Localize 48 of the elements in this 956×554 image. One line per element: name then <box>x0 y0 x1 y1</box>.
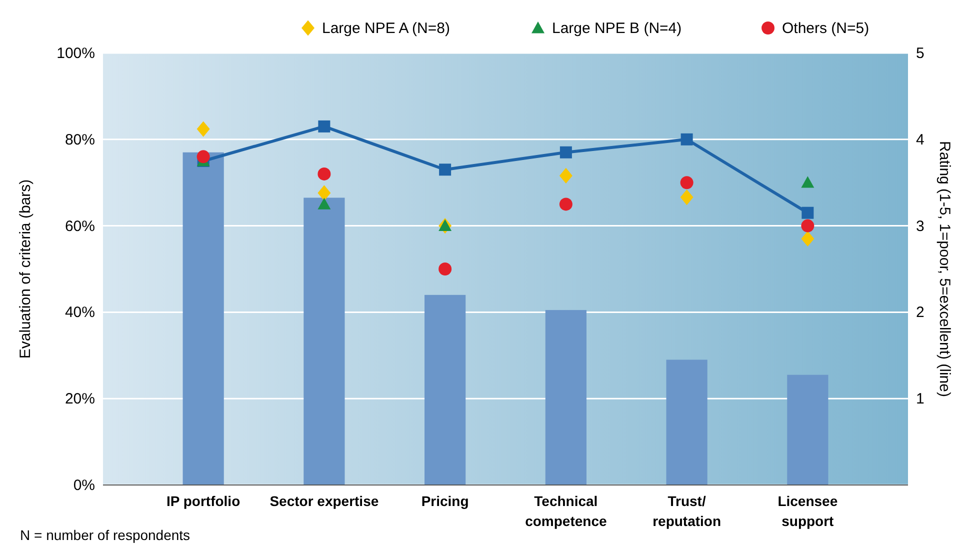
point <box>196 121 210 137</box>
point <box>801 176 814 188</box>
x-tick-label: Sector expertise <box>270 493 379 509</box>
bar <box>182 152 224 485</box>
x-tick-label: Technical competence <box>525 493 607 529</box>
bar <box>787 374 828 485</box>
x-tick-label: Trust/ reputation <box>652 493 722 529</box>
y-tick-label: 60% <box>64 218 95 235</box>
x-tick-label: Licensee support <box>778 493 838 529</box>
y-tick-label: 20% <box>64 390 95 408</box>
legend-label: Large NPE B (N=4) <box>552 20 682 37</box>
point <box>559 198 572 211</box>
point <box>318 185 331 201</box>
point <box>318 120 330 132</box>
point <box>196 150 210 164</box>
point <box>438 219 452 231</box>
point <box>559 168 572 184</box>
legend-label: Large NPE A (N=8) <box>322 20 450 37</box>
y2-axis-title: Rating (1-5, 1=poor, 5=excellent) (line) <box>936 141 953 397</box>
point <box>680 189 694 206</box>
bar <box>666 360 708 485</box>
y-axis-title: Evaluation of criteria (bars) <box>17 179 34 359</box>
point <box>801 219 814 232</box>
point <box>438 262 452 276</box>
y2-tick-label: 5 <box>916 45 924 62</box>
point <box>801 230 814 247</box>
y-tick-label: 80% <box>64 131 95 148</box>
x-tick-label: IP portfolio <box>166 493 240 509</box>
y-tick-label: 100% <box>56 45 95 62</box>
y2-tick-label: 1 <box>916 390 924 408</box>
point <box>802 206 814 219</box>
x-tick-label: Pricing <box>421 493 469 509</box>
point <box>680 176 694 190</box>
bar <box>304 198 345 485</box>
y-tick-label: 0% <box>73 477 95 494</box>
point <box>560 146 572 158</box>
y2-tick-label: 2 <box>916 304 924 322</box>
bar <box>424 294 466 485</box>
point <box>439 164 452 176</box>
y2-tick-label: 3 <box>916 218 924 235</box>
legend-label: Others (N=5) <box>782 20 870 37</box>
text: N = number of respondents <box>20 527 190 543</box>
point <box>680 133 693 146</box>
y-tick-label: 40% <box>64 304 95 322</box>
point <box>318 198 331 210</box>
y2-tick-label: 4 <box>916 131 924 148</box>
bar <box>545 310 586 485</box>
point <box>318 167 331 180</box>
